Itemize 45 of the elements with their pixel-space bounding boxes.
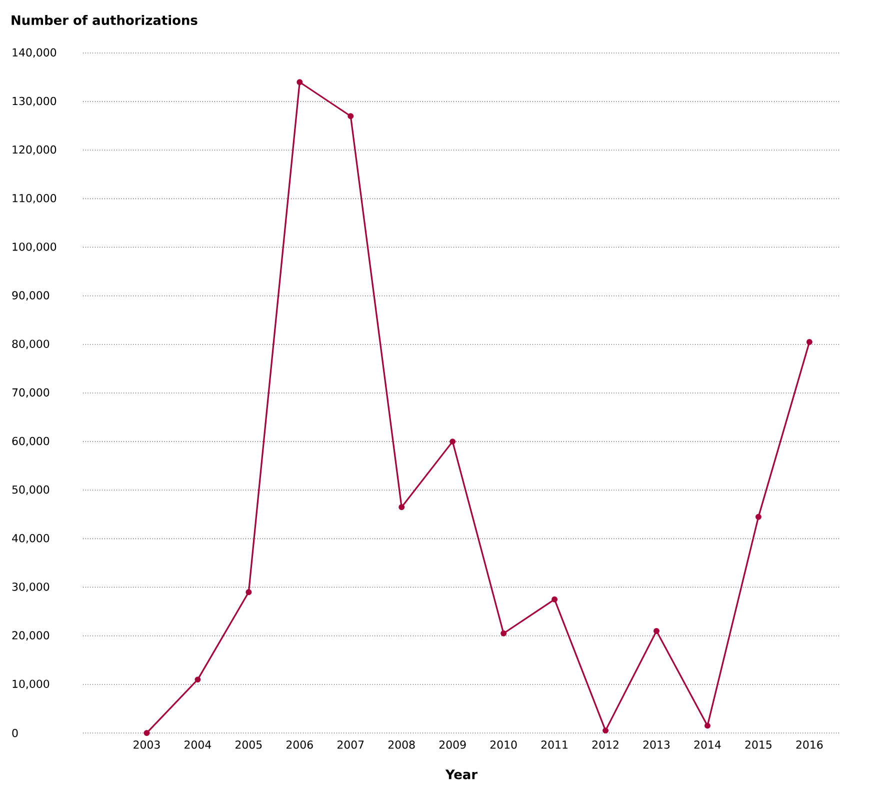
x-tick-label: 2015	[745, 740, 772, 749]
point	[144, 730, 150, 736]
point	[194, 676, 201, 683]
y-tick-label: 10,000	[12, 680, 50, 690]
x-tick-label: 2008	[388, 740, 415, 749]
y-tick-label: 40,000	[12, 534, 50, 544]
x-tick-label: 2016	[796, 740, 823, 749]
x-tick-label: 2011	[541, 740, 568, 749]
y-tick-label: 20,000	[12, 631, 50, 641]
point	[500, 630, 507, 636]
y-tick-label: 70,000	[12, 388, 50, 398]
x-tick-label: 2013	[643, 740, 670, 749]
point	[552, 596, 558, 602]
y-tick-label: 140,000	[12, 48, 56, 58]
x-tick-label: 2007	[337, 740, 364, 749]
point	[296, 79, 303, 86]
y-tick-label: 120,000	[12, 145, 56, 155]
x-tick-label: 2010	[490, 740, 517, 749]
x-tick-label: 2014	[694, 740, 721, 749]
x-tick-label: 2005	[236, 740, 262, 749]
x-tick-label: 2004	[184, 740, 212, 749]
point	[704, 722, 710, 729]
y-tick-label: 110,000	[12, 194, 56, 204]
y-tick-label: 50,000	[12, 485, 50, 495]
x-tick-label: 2006	[286, 740, 313, 749]
y-tick-label: 60,000	[12, 436, 50, 446]
x-tick-label: 2009	[439, 740, 466, 749]
x-tick-label: 2012	[592, 740, 618, 749]
y-tick-label: 30,000	[12, 582, 50, 592]
point	[450, 438, 456, 445]
point	[806, 338, 812, 345]
point	[654, 628, 660, 634]
y-tick-label: 130,000	[12, 96, 56, 106]
point	[398, 504, 405, 510]
point	[755, 514, 762, 520]
point	[246, 589, 252, 596]
x-tick-label: 2003	[134, 740, 160, 749]
y-tick-label: 0	[12, 728, 18, 738]
point	[348, 113, 354, 120]
y-tick-label: 100,000	[12, 242, 56, 252]
chart-title: Number of authorizations	[12, 14, 198, 26]
point	[602, 728, 609, 734]
y-tick-label: 90,000	[12, 291, 50, 301]
y-tick-label: 80,000	[12, 340, 50, 350]
x-axis-title: Year	[445, 770, 478, 780]
